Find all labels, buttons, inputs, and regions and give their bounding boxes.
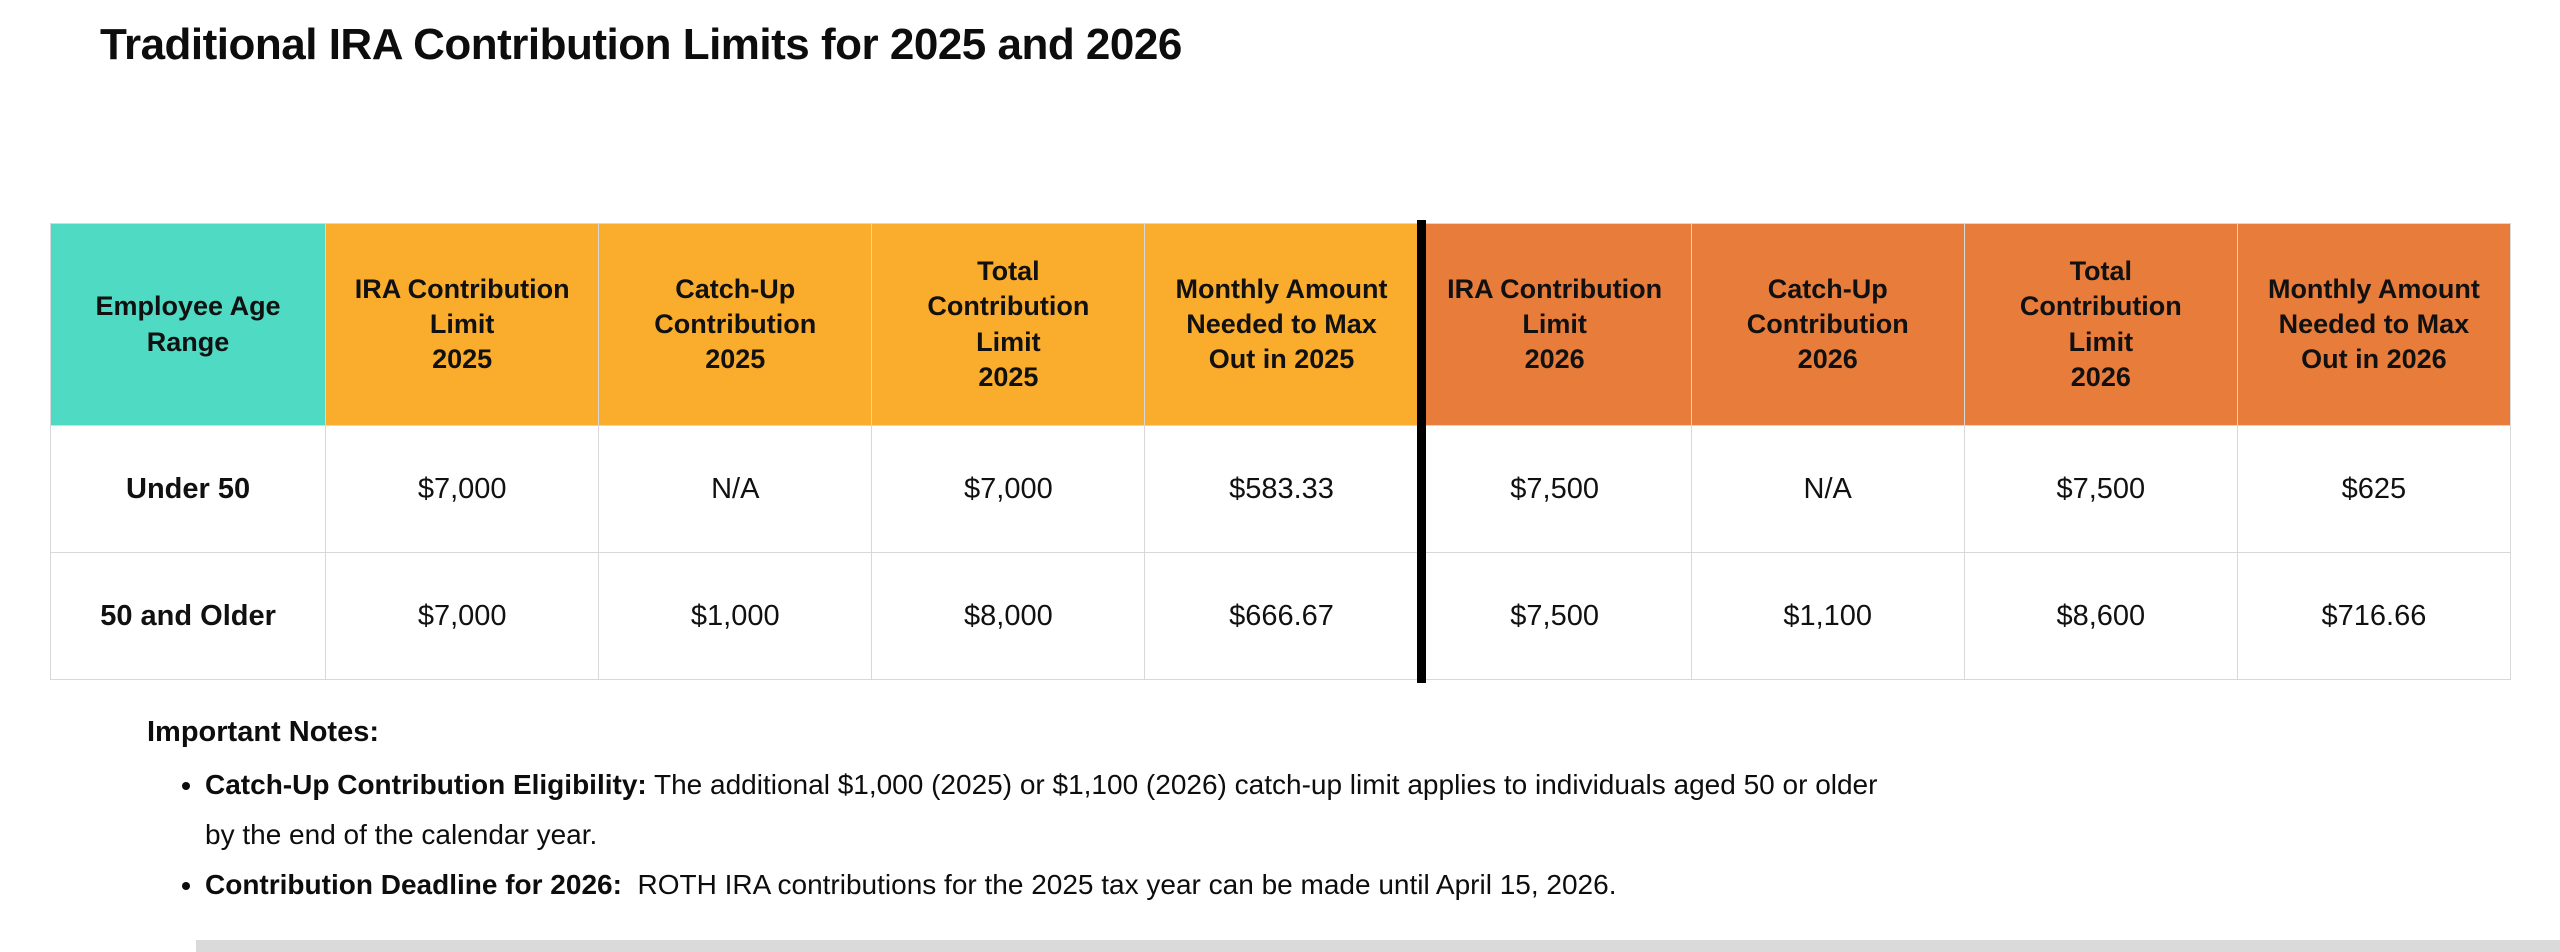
bottom-page-edge-strip xyxy=(196,940,2560,952)
cell-monthly-max-2025: $583.33 xyxy=(1144,425,1419,553)
header-label: Employee Age Range xyxy=(95,291,281,357)
note-label: Contribution Deadline for 2026: xyxy=(205,869,622,900)
table-row-under-50: Under 50 $7,000 N/A $7,000 $583.33 $7,50… xyxy=(49,425,2512,553)
year-section-divider xyxy=(1417,220,1426,683)
header-row: Employee Age Range IRA Contribution Limi… xyxy=(49,223,2512,426)
note-item-contribution-deadline: Contribution Deadline for 2026: ROTH IRA… xyxy=(205,860,2387,910)
note-label: Catch-Up Contribution Eligibility: xyxy=(205,769,647,800)
cell-monthly-max-2026: $716.66 xyxy=(2236,552,2512,680)
notes-list: Catch-Up Contribution Eligibility: The a… xyxy=(147,760,2387,910)
header-label: Monthly Amount Needed to Max Out in 2026 xyxy=(2267,273,2480,375)
cell-ira-limit-2026: $7,500 xyxy=(1417,425,1692,553)
header-label: Monthly Amount Needed to Max Out in 2025 xyxy=(1175,273,1388,375)
cell-monthly-max-2025: $666.67 xyxy=(1144,552,1419,680)
header-label: IRA Contribution Limit 2026 xyxy=(1447,273,1663,375)
limits-table-container: Employee Age Range IRA Contribution Limi… xyxy=(49,220,2512,683)
col-header-employee-age-range: Employee Age Range xyxy=(49,223,327,426)
header-label: Catch-Up Contribution 2026 xyxy=(1746,273,1909,375)
cell-total-limit-2026: $8,600 xyxy=(1963,552,2238,680)
notes-heading: Important Notes: xyxy=(147,716,379,748)
important-notes-section: Important Notes: Catch-Up Contribution E… xyxy=(147,712,2387,910)
cell-total-limit-2025: $8,000 xyxy=(871,552,1146,680)
col-header-total-limit-2025: Total Contribution Limit 2025 xyxy=(871,223,1146,426)
header-label: Total Contribution Limit 2026 xyxy=(2019,256,2182,392)
col-header-catchup-2026: Catch-Up Contribution 2026 xyxy=(1690,223,1965,426)
cell-catchup-2025: N/A xyxy=(598,425,873,553)
cell-age-range: 50 and Older xyxy=(49,552,327,680)
note-text: ROTH IRA contributions for the 2025 tax … xyxy=(621,869,1617,900)
table-row-50-and-older: 50 and Older $7,000 $1,000 $8,000 $666.6… xyxy=(49,552,2512,680)
cell-ira-limit-2025: $7,000 xyxy=(325,425,600,553)
page-title: Traditional IRA Contribution Limits for … xyxy=(100,20,1182,69)
col-header-catchup-2025: Catch-Up Contribution 2025 xyxy=(598,223,873,426)
cell-ira-limit-2025: $7,000 xyxy=(325,552,600,680)
cell-total-limit-2026: $7,500 xyxy=(1963,425,2238,553)
header-label: Catch-Up Contribution 2025 xyxy=(654,273,817,375)
col-header-ira-limit-2025: IRA Contribution Limit 2025 xyxy=(325,223,600,426)
cell-monthly-max-2026: $625 xyxy=(2236,425,2512,553)
cell-age-range: Under 50 xyxy=(49,425,327,553)
note-item-catchup-eligibility: Catch-Up Contribution Eligibility: The a… xyxy=(205,760,2387,860)
cell-catchup-2026: $1,100 xyxy=(1690,552,1965,680)
cell-catchup-2026: N/A xyxy=(1690,425,1965,553)
cell-total-limit-2025: $7,000 xyxy=(871,425,1146,553)
cell-ira-limit-2026: $7,500 xyxy=(1417,552,1692,680)
header-label: IRA Contribution Limit 2025 xyxy=(354,273,570,375)
col-header-total-limit-2026: Total Contribution Limit 2026 xyxy=(1963,223,2238,426)
cell-catchup-2025: $1,000 xyxy=(598,552,873,680)
col-header-monthly-max-2026: Monthly Amount Needed to Max Out in 2026 xyxy=(2236,223,2512,426)
header-label: Total Contribution Limit 2025 xyxy=(927,256,1090,392)
col-header-monthly-max-2025: Monthly Amount Needed to Max Out in 2025 xyxy=(1144,223,1419,426)
col-header-ira-limit-2026: IRA Contribution Limit 2026 xyxy=(1417,223,1692,426)
note-text: The additional $1,000 (2025) or $1,100 (… xyxy=(205,769,1878,850)
limits-table: Employee Age Range IRA Contribution Limi… xyxy=(49,223,2512,680)
